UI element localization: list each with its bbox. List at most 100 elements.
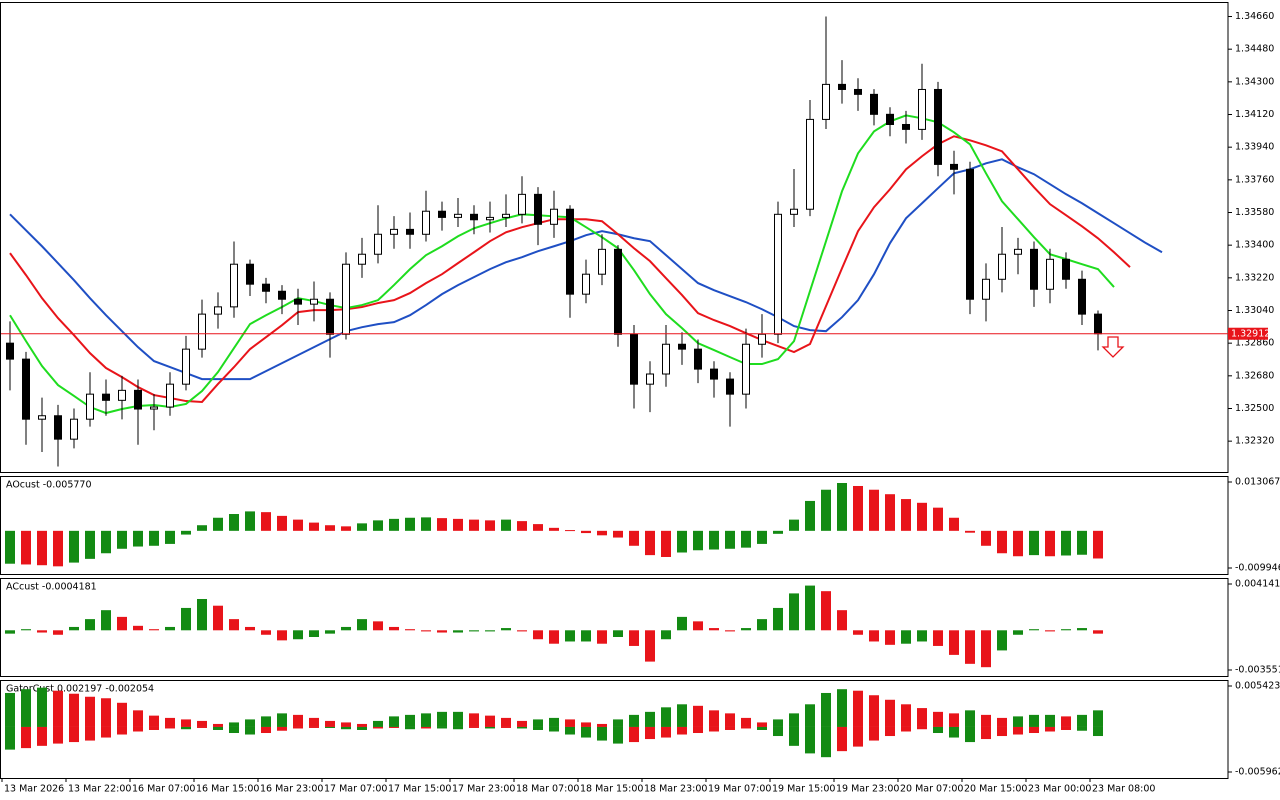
histogram-bar [405, 517, 415, 531]
histogram-bar [245, 626, 255, 631]
histogram-bar [325, 630, 335, 634]
gator-bar [917, 726, 927, 730]
candle-body [854, 88, 862, 95]
histogram-bar [661, 630, 671, 640]
histogram-bar [1061, 530, 1071, 556]
gator-bar [469, 713, 479, 727]
y-tick-label: 1.34480 [1235, 44, 1274, 55]
gator-bar [1061, 716, 1071, 727]
gator-bar [597, 723, 607, 727]
candle-body [598, 248, 606, 275]
histogram-bar [389, 518, 399, 531]
gator-bar [485, 726, 495, 729]
gator-bar [805, 704, 815, 727]
gator-bar [261, 716, 271, 727]
histogram-bar [693, 530, 703, 551]
gator-bar [517, 726, 527, 729]
y-tick-label: 1.33400 [1235, 240, 1274, 251]
histogram-bar [517, 521, 527, 531]
histogram-bar [741, 530, 751, 548]
gator-bar [165, 726, 175, 729]
candle-body [118, 389, 126, 401]
candle-body [518, 193, 526, 215]
histogram-bar [821, 489, 831, 531]
histogram-bar [197, 525, 207, 531]
gator-bar [453, 726, 463, 730]
histogram-bar [101, 530, 111, 554]
gator-bar [405, 726, 415, 730]
gator-bar [133, 710, 143, 727]
histogram-bar [725, 530, 735, 549]
gator-bar [549, 726, 559, 732]
gator-bar [517, 720, 527, 727]
candle-body [134, 389, 142, 410]
gator-bar [997, 717, 1007, 727]
x-tick-label: 16 Mar 23:00 [260, 784, 323, 795]
gator-bar [805, 726, 815, 754]
x-tick-label: 19 Mar 23:00 [836, 784, 899, 795]
gator-bar [21, 726, 31, 749]
gator-bar [5, 726, 15, 750]
histogram-bar [453, 630, 463, 633]
gator-bar [469, 726, 479, 728]
candle-body [774, 213, 782, 335]
candle-body [470, 213, 478, 221]
histogram-bar [517, 630, 527, 632]
candle-body [70, 418, 78, 440]
histogram-bar [37, 530, 47, 566]
gator-bar [613, 726, 623, 744]
gator-bar [853, 690, 863, 727]
gator-bar [549, 717, 559, 727]
histogram-bar [53, 530, 63, 567]
histogram-bar [709, 530, 719, 550]
gator-bar [357, 726, 367, 730]
gator-bar [101, 698, 111, 727]
candle-body [438, 210, 446, 218]
y-tick-label: 1.32860 [1235, 338, 1274, 349]
gator-bar [149, 726, 159, 730]
histogram-bar [485, 520, 495, 531]
histogram-bar [789, 593, 799, 631]
histogram-bar [949, 517, 959, 531]
candle-body [230, 263, 238, 308]
candle-body [534, 193, 542, 225]
histogram-bar [85, 619, 95, 631]
gator-bar [1045, 726, 1055, 732]
gator-bar [565, 726, 575, 735]
x-tick-label: 23 Mar 00:00 [1028, 784, 1091, 795]
histogram-bar [37, 630, 47, 633]
histogram-bar [21, 629, 31, 631]
gator-bar [789, 726, 799, 746]
histogram-bar [853, 630, 863, 635]
histogram-bar [389, 626, 399, 631]
gator-bar [677, 726, 687, 735]
gator-bar [709, 726, 719, 732]
candle-body [86, 393, 94, 420]
candle-body [566, 208, 574, 295]
histogram-bar [549, 527, 559, 531]
candle-body [1062, 258, 1070, 280]
gator-bar [725, 726, 735, 730]
histogram-bar [181, 530, 191, 535]
histogram-bar [629, 530, 639, 546]
candle-body [806, 118, 814, 210]
x-tick-label: 18 Mar 23:00 [644, 784, 707, 795]
histogram-bar [373, 621, 383, 631]
histogram-bar [693, 621, 703, 631]
gator-bar [965, 726, 975, 743]
y-tick-label: -0.0035516 [1235, 665, 1280, 676]
gator-bar [917, 708, 927, 727]
candle-body [214, 306, 222, 315]
gator-bar [693, 726, 703, 734]
candle-body [582, 273, 590, 295]
gator-bar [581, 722, 591, 727]
sell-arrow [1101, 336, 1125, 358]
gator-bar [901, 726, 911, 732]
candle-body [662, 343, 670, 375]
x-tick-label: 16 Mar 15:00 [196, 784, 259, 795]
candle-body [934, 88, 942, 165]
y-tick-label: 1.32680 [1235, 370, 1274, 381]
x-tick-label: 23 Mar 08:00 [1092, 784, 1155, 795]
histogram-bar [933, 507, 943, 531]
gator-bar [613, 719, 623, 727]
